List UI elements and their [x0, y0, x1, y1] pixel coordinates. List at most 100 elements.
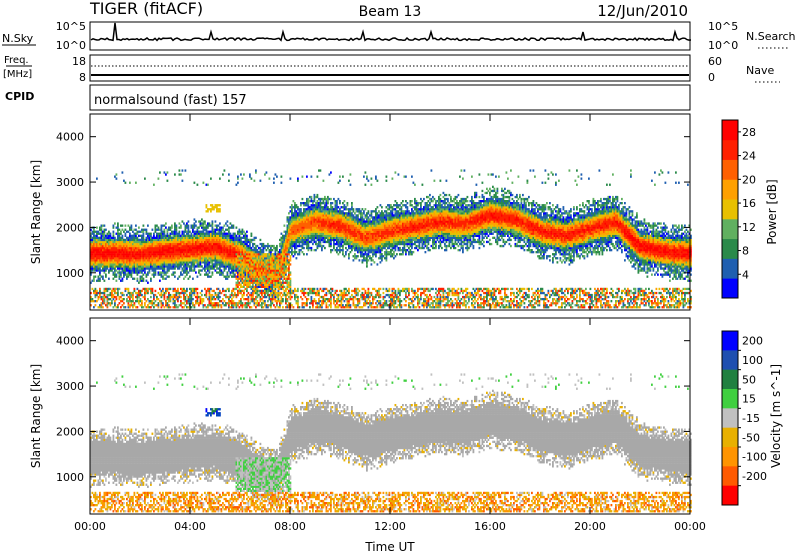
power-cell — [228, 173, 230, 176]
power-cell — [135, 263, 137, 266]
power-cell — [228, 275, 230, 278]
cpid-label: CPID — [5, 90, 34, 103]
power-cell — [124, 234, 127, 237]
power-cell — [112, 273, 115, 276]
power-cell — [147, 236, 149, 239]
power-cell — [124, 244, 127, 248]
power-cell — [100, 228, 103, 231]
power-cell — [111, 257, 113, 260]
power-cell — [129, 181, 131, 184]
power-cell — [297, 206, 299, 209]
power-cell — [93, 291, 95, 295]
power-cell — [238, 281, 241, 284]
power-cell — [129, 304, 131, 307]
power-cell — [124, 306, 127, 309]
power-cell — [129, 228, 131, 231]
power-cell — [118, 240, 121, 244]
beam-title: Beam 13 — [359, 4, 422, 20]
power-cell — [240, 300, 242, 303]
power-cell — [121, 261, 124, 264]
power-cell — [106, 236, 109, 239]
power-cell — [115, 275, 118, 278]
power-cell — [205, 206, 208, 209]
power-cell — [166, 271, 169, 274]
power-cell — [100, 261, 103, 264]
power-cell — [133, 302, 136, 305]
power-cell — [112, 295, 115, 299]
power-cell — [105, 240, 107, 244]
power-cell — [180, 304, 182, 307]
power-cell — [292, 200, 295, 203]
power-cell — [90, 265, 92, 268]
power-cell — [99, 269, 101, 272]
power-cell — [108, 302, 110, 305]
power-cell — [91, 255, 94, 258]
power-cell — [132, 269, 134, 272]
power-cell — [121, 269, 124, 272]
power-cell — [337, 181, 340, 184]
power-cell — [313, 287, 316, 291]
power-cell — [103, 234, 106, 237]
power-cell — [295, 242, 298, 246]
power-cell — [118, 253, 121, 256]
power-cell — [97, 236, 100, 239]
power-cell — [255, 236, 257, 239]
power-cell — [118, 298, 121, 301]
power-cell — [102, 291, 104, 295]
power-cell — [96, 232, 98, 235]
power-cell — [102, 249, 104, 252]
power-cell — [130, 249, 133, 252]
power-cell — [345, 253, 347, 256]
power-cell — [94, 275, 97, 278]
power-cell — [102, 253, 104, 256]
power-cell — [99, 263, 101, 266]
power-cell — [102, 246, 104, 250]
power-cell — [289, 259, 292, 262]
power-cell — [138, 302, 140, 305]
power-cell — [94, 238, 97, 242]
power-cell — [103, 295, 106, 299]
power-cell — [189, 230, 191, 233]
power-cell — [288, 261, 290, 264]
power-cell — [222, 228, 224, 231]
power-cell — [114, 259, 116, 262]
power-cell — [99, 251, 101, 254]
power-cell — [168, 291, 170, 295]
power-cell — [123, 246, 125, 250]
power-cell — [162, 275, 164, 278]
power-cell — [238, 306, 241, 309]
power-cell — [286, 255, 289, 258]
power-cell — [220, 300, 223, 303]
power-cell — [238, 234, 241, 237]
power-cell — [148, 267, 151, 270]
power-cell — [178, 293, 181, 297]
power-cell — [139, 265, 142, 268]
power-cell — [285, 295, 287, 299]
power-cell — [159, 287, 161, 291]
power-cell — [222, 271, 224, 274]
power-cell — [100, 238, 103, 242]
power-cell — [127, 302, 130, 305]
power-cell — [232, 271, 235, 274]
power-cell — [141, 277, 143, 280]
power-cell — [310, 240, 313, 244]
power-cell — [330, 204, 332, 207]
power-cell — [235, 306, 238, 309]
power-cell — [121, 300, 124, 303]
power-cell — [322, 200, 325, 203]
power-cell — [91, 287, 94, 291]
power-cell — [228, 269, 230, 272]
power-cell — [109, 255, 112, 258]
power-cell — [99, 261, 101, 264]
power-cell — [348, 302, 350, 305]
power-cell — [105, 289, 107, 293]
power-cell — [109, 234, 112, 237]
power-cell — [136, 271, 139, 274]
power-cell — [96, 291, 98, 295]
power-cell — [211, 222, 214, 225]
power-cell — [124, 251, 127, 254]
power-cell — [307, 202, 310, 205]
power-cell — [112, 246, 115, 250]
power-cell — [91, 300, 94, 303]
power-cell — [130, 302, 133, 305]
